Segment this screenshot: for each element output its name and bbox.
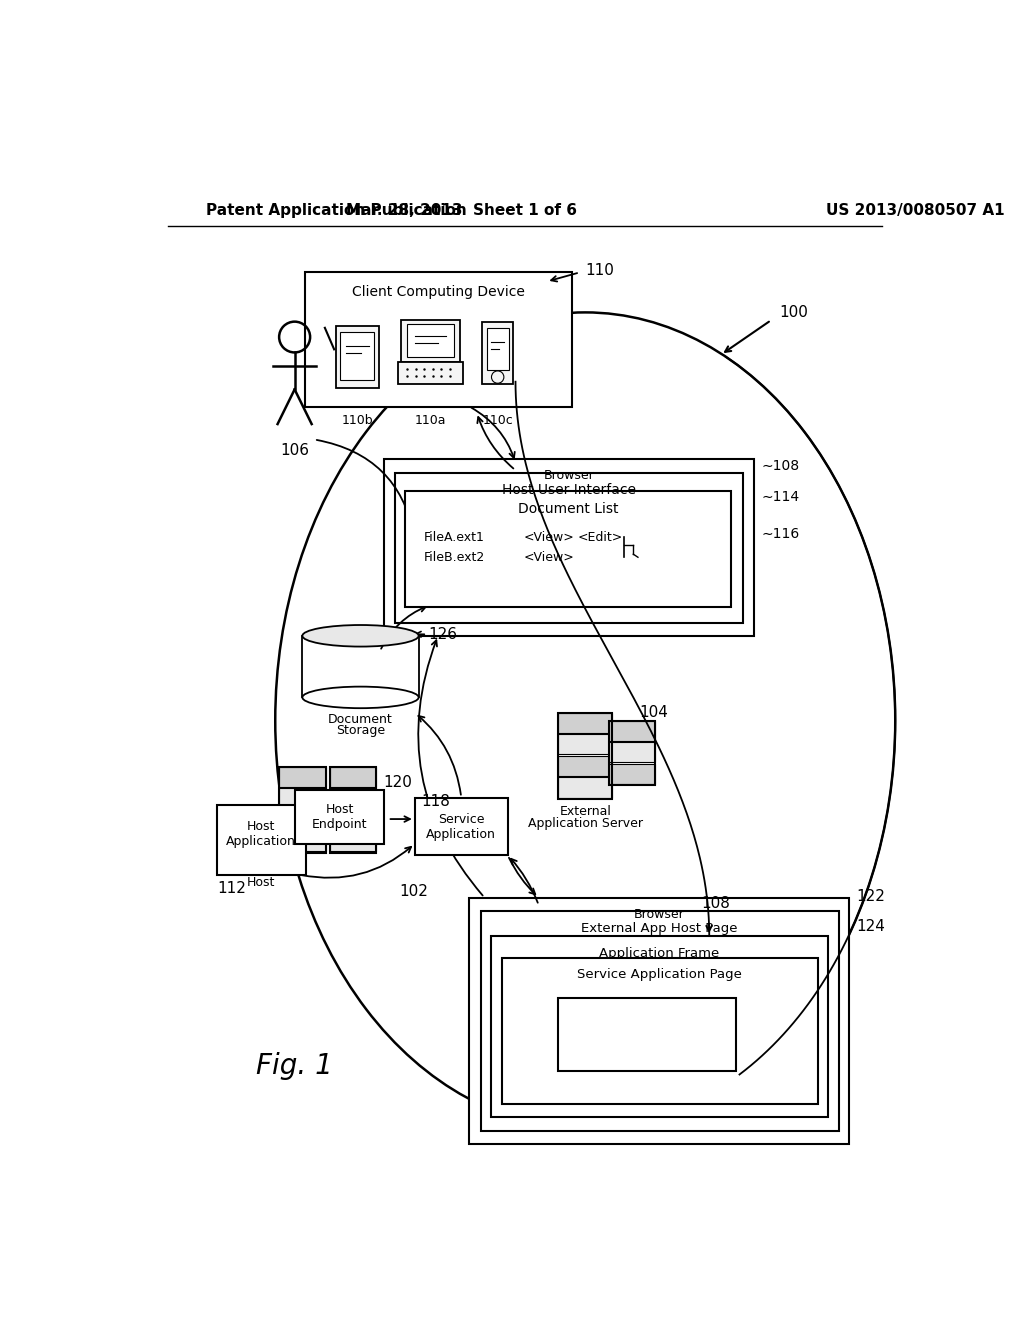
FancyBboxPatch shape	[340, 333, 375, 380]
FancyBboxPatch shape	[295, 789, 384, 843]
Text: Host User Interface: Host User Interface	[502, 483, 636, 498]
FancyBboxPatch shape	[558, 777, 612, 797]
Text: ∼108: ∼108	[762, 459, 800, 474]
FancyBboxPatch shape	[330, 788, 376, 808]
FancyBboxPatch shape	[302, 636, 419, 697]
FancyBboxPatch shape	[406, 491, 731, 607]
Text: Browser: Browser	[634, 908, 684, 921]
Text: 110b: 110b	[342, 414, 373, 428]
Text: Patent Application Publication: Patent Application Publication	[206, 203, 466, 218]
Text: 126: 126	[429, 627, 458, 642]
FancyBboxPatch shape	[482, 322, 513, 384]
Text: 110a: 110a	[415, 414, 446, 428]
FancyBboxPatch shape	[558, 734, 612, 755]
FancyBboxPatch shape	[305, 272, 572, 407]
Text: 124: 124	[856, 919, 886, 935]
FancyBboxPatch shape	[280, 767, 326, 787]
Ellipse shape	[302, 626, 419, 647]
Text: Host
Application: Host Application	[226, 821, 296, 849]
FancyBboxPatch shape	[558, 713, 612, 733]
FancyBboxPatch shape	[558, 998, 736, 1071]
Ellipse shape	[302, 686, 419, 708]
FancyBboxPatch shape	[397, 363, 463, 384]
FancyBboxPatch shape	[395, 473, 742, 623]
Text: 106: 106	[281, 444, 309, 458]
FancyBboxPatch shape	[558, 756, 612, 776]
Text: External: External	[559, 805, 611, 818]
Text: ∼114: ∼114	[762, 490, 800, 504]
Text: ∼116: ∼116	[762, 527, 800, 541]
Text: Service Application Page: Service Application Page	[578, 969, 742, 982]
Text: Service
Application: Service Application	[426, 813, 497, 841]
FancyBboxPatch shape	[280, 788, 326, 808]
Text: 118: 118	[421, 793, 450, 809]
Text: Application Server: Application Server	[527, 817, 643, 830]
Text: FileA.ext1: FileA.ext1	[610, 1027, 684, 1041]
Text: 122: 122	[856, 888, 886, 904]
FancyBboxPatch shape	[280, 810, 326, 830]
Text: FileB.ext2: FileB.ext2	[424, 550, 485, 564]
Text: Storage: Storage	[336, 723, 385, 737]
FancyBboxPatch shape	[407, 323, 454, 358]
FancyBboxPatch shape	[502, 958, 818, 1104]
FancyBboxPatch shape	[608, 763, 655, 784]
Text: 100: 100	[779, 305, 808, 319]
Text: 120: 120	[384, 775, 413, 789]
Text: 110c: 110c	[482, 414, 513, 428]
Text: External App Host Page: External App Host Page	[582, 923, 738, 936]
Text: Browser: Browser	[544, 470, 594, 483]
Text: 104: 104	[640, 705, 669, 721]
FancyBboxPatch shape	[384, 459, 755, 636]
Text: Client Computing Device: Client Computing Device	[352, 285, 525, 298]
Text: <View>: <View>	[523, 550, 574, 564]
Text: US 2013/0080507 A1: US 2013/0080507 A1	[825, 203, 1005, 218]
Ellipse shape	[275, 313, 895, 1129]
FancyBboxPatch shape	[400, 321, 460, 363]
FancyBboxPatch shape	[330, 767, 376, 787]
Text: Mar. 28, 2013  Sheet 1 of 6: Mar. 28, 2013 Sheet 1 of 6	[346, 203, 577, 218]
FancyBboxPatch shape	[480, 911, 839, 1131]
FancyBboxPatch shape	[415, 797, 508, 855]
Text: 112: 112	[217, 880, 246, 896]
Text: Fig. 1: Fig. 1	[256, 1052, 333, 1080]
Text: <Edit>: <Edit>	[578, 531, 623, 544]
FancyBboxPatch shape	[280, 832, 326, 851]
FancyBboxPatch shape	[330, 810, 376, 830]
Text: FileA.ext1: FileA.ext1	[424, 531, 485, 544]
FancyBboxPatch shape	[608, 721, 655, 741]
Text: Host: Host	[247, 876, 275, 890]
Text: Application Frame: Application Frame	[599, 946, 720, 960]
Text: 102: 102	[399, 884, 428, 899]
FancyBboxPatch shape	[486, 327, 509, 370]
FancyBboxPatch shape	[469, 898, 849, 1144]
Text: Document List: Document List	[518, 502, 618, 516]
Text: 108: 108	[701, 896, 730, 911]
FancyBboxPatch shape	[330, 832, 376, 851]
Text: Document: Document	[328, 713, 393, 726]
FancyBboxPatch shape	[608, 742, 655, 762]
FancyBboxPatch shape	[490, 936, 827, 1117]
Text: <View>: <View>	[523, 531, 574, 544]
Text: Host
Endpoint: Host Endpoint	[312, 803, 368, 830]
FancyBboxPatch shape	[217, 805, 306, 874]
Text: 110: 110	[586, 263, 614, 277]
FancyBboxPatch shape	[336, 326, 379, 388]
